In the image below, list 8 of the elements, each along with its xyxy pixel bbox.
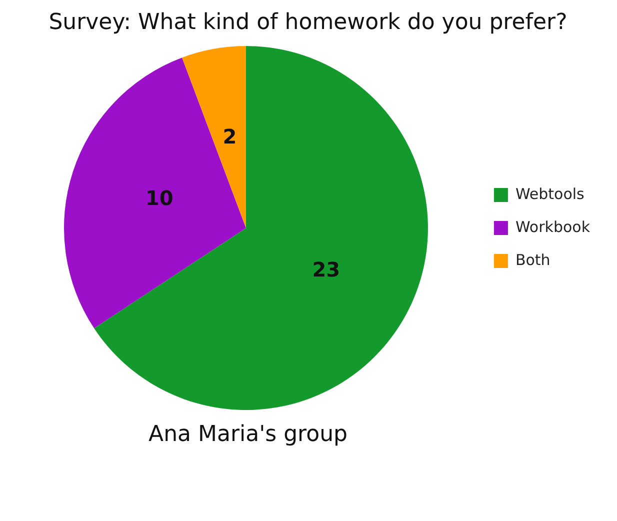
chart-title: Survey: What kind of homework do you prefer? bbox=[48, 9, 568, 37]
data-label: 10 bbox=[146, 186, 174, 210]
legend-label: Workbook bbox=[515, 218, 590, 236]
legend-label: Webtools bbox=[515, 184, 585, 203]
data-label: 2 bbox=[222, 124, 237, 149]
text: Ana Maria's group bbox=[148, 422, 348, 447]
data-label: 23 bbox=[312, 257, 340, 282]
legend-label: Both bbox=[515, 250, 550, 269]
